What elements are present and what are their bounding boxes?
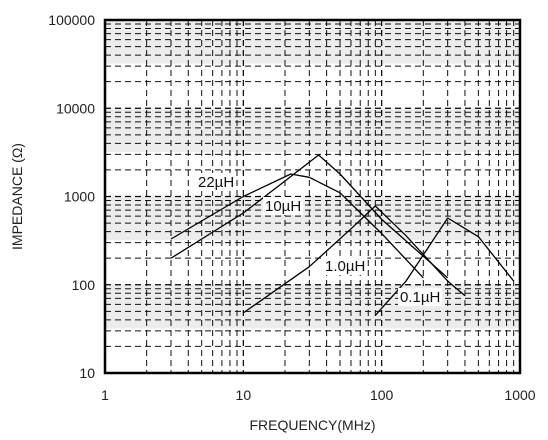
- series-label-2: 1.0µH: [325, 258, 365, 275]
- x-tick-label: 10: [236, 387, 252, 403]
- series-lines: [170, 154, 515, 316]
- decade-band: [105, 20, 520, 64]
- series-label-1: 10µH: [265, 198, 301, 215]
- y-tick-label: 100000: [48, 12, 95, 28]
- y-tick-labels: 10 100 1000 10000 100000: [48, 12, 95, 381]
- series-line-0: [170, 173, 424, 279]
- series-line-2: [242, 205, 466, 314]
- y-tick-label: 10000: [56, 100, 95, 116]
- y-tick-label: 100: [72, 277, 96, 293]
- x-tick-label: 100: [370, 387, 394, 403]
- y-axis-title: IMPEDANCE (Ω): [9, 143, 25, 250]
- series-label-bg: [398, 288, 443, 306]
- x-tick-labels: 1 10 100 1000: [101, 387, 536, 403]
- plot-grid: [105, 20, 520, 373]
- decade-band: [105, 284, 520, 329]
- y-tick-label: 1000: [64, 189, 95, 205]
- decade-band: [105, 108, 520, 152]
- series-label-3: 0.1µH: [400, 289, 440, 306]
- series-label-bg: [323, 257, 368, 275]
- series-label-bg: [263, 197, 304, 215]
- x-tick-label: 1000: [504, 387, 535, 403]
- decade-band: [105, 196, 520, 241]
- x-axis-title: FREQUENCY(MHz): [250, 417, 376, 433]
- series-line-1: [170, 154, 449, 279]
- series-label-bg: [196, 173, 237, 191]
- x-tick-label: 1: [101, 387, 109, 403]
- y-tick-label: 10: [79, 365, 95, 381]
- plot-frame: [103, 18, 522, 375]
- series-label-0: 22µH: [198, 174, 234, 191]
- series-line-3: [374, 217, 515, 316]
- plot-band-shading: [105, 20, 520, 329]
- series-labels: 22µH 10µH 1.0µH 0.1µH: [196, 173, 443, 306]
